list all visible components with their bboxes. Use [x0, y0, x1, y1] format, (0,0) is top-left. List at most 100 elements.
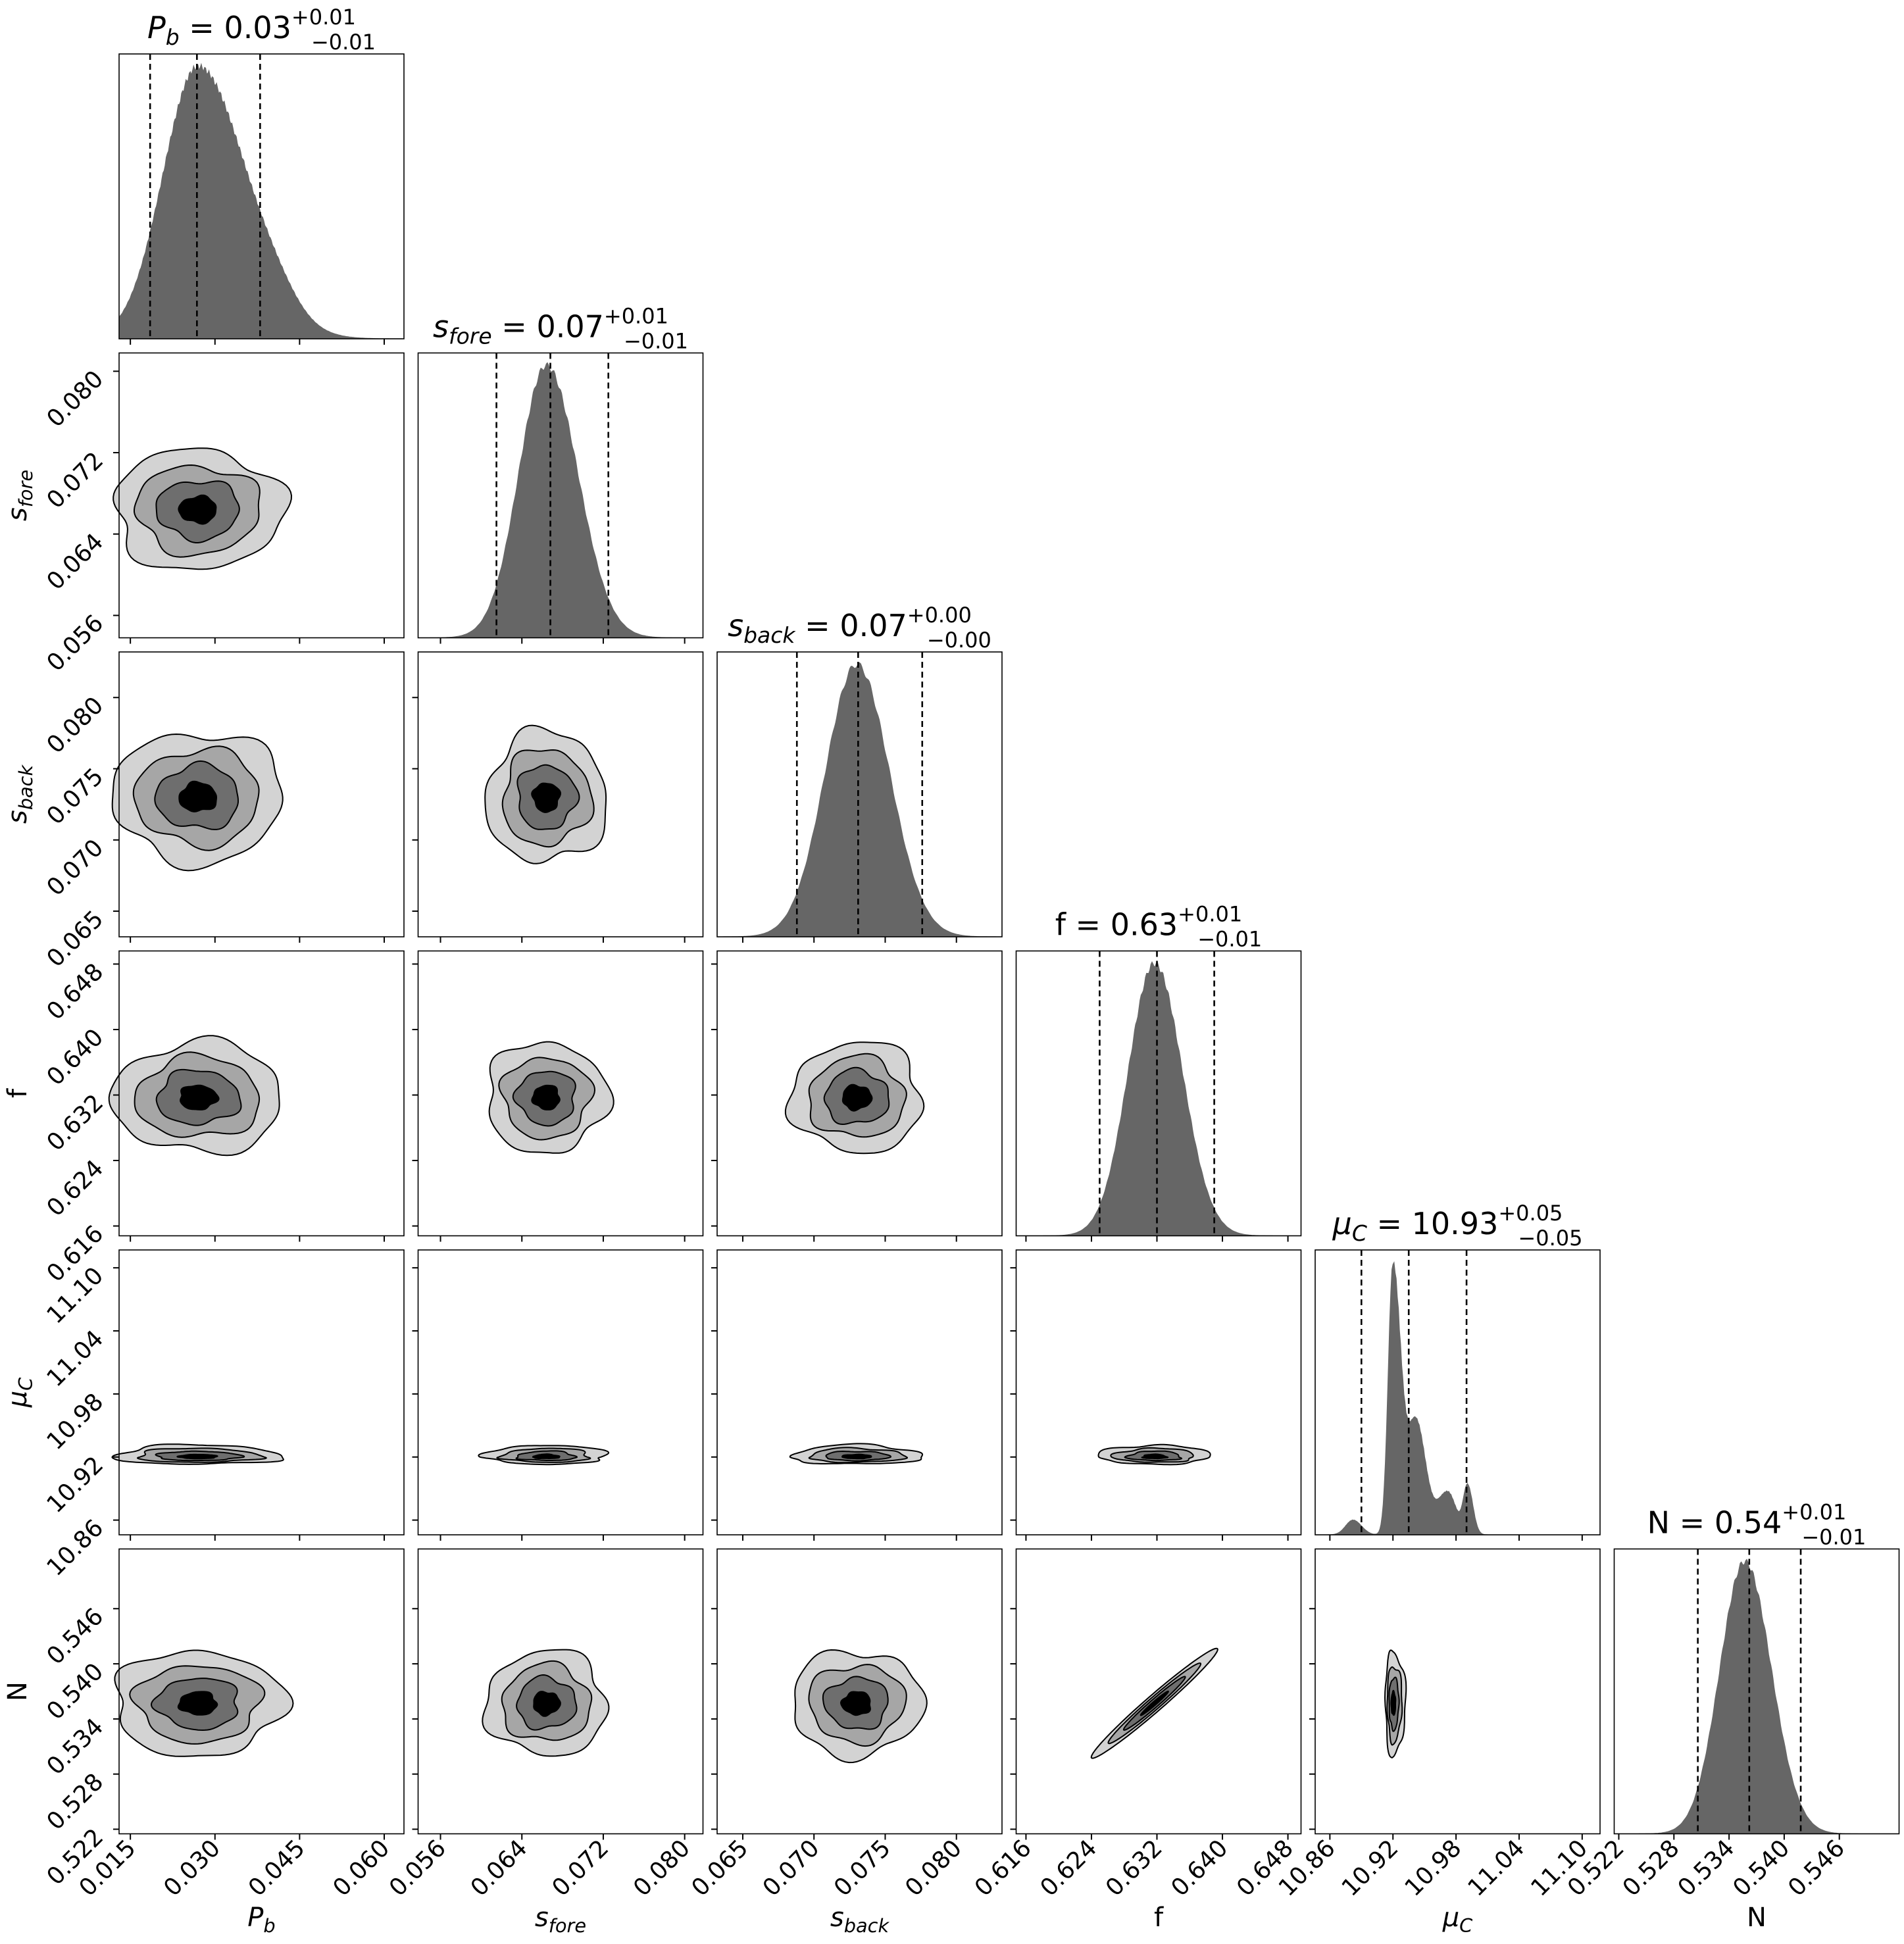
hist-area-sback [717, 662, 1002, 937]
text-part: s [3, 507, 33, 521]
contour-panel-sfore-sback [417, 651, 704, 937]
contour-level-4 [531, 1084, 561, 1110]
x-tick-label: 0.080 [628, 1835, 695, 1902]
contour-panel-sfore-f [417, 950, 704, 1237]
contour-panel-muC-N [1315, 1548, 1601, 1835]
text-part: −0.01 [1801, 1525, 1866, 1550]
contour-level-4 [839, 1691, 871, 1716]
text-part: +0.00 [907, 603, 972, 628]
contour-level-4 [531, 782, 561, 813]
contour-panel-Pb-f [108, 950, 405, 1237]
contour-panel-sfore-N [417, 1548, 704, 1835]
hist-title-N: N = 0.54+0.01 −0.01 [1647, 1500, 1866, 1550]
contour-level-4 [178, 780, 217, 812]
hist-area-N [1614, 1558, 1899, 1834]
text-part: = 10.93 [1367, 1206, 1498, 1241]
x-tick-label: 11.04 [1463, 1835, 1530, 1902]
hist-title-sback: sback = 0.07+0.00 −0.00 [728, 603, 991, 653]
text-part: +0.01 [1178, 902, 1242, 927]
y-tick-label: 10.92 [41, 1451, 109, 1518]
axis-label: Pb [247, 1903, 275, 1937]
text-part: = 0.54 [1670, 1505, 1782, 1541]
text-part: = 0.03 [180, 10, 291, 45]
panel-frame [118, 1249, 405, 1535]
hist-panel-sback: sback = 0.07+0.00 −0.00 [716, 603, 1003, 937]
text-part: +0.01 [1782, 1500, 1846, 1525]
hist-area-muC [1315, 1261, 1600, 1535]
x-tick-label: 0.528 [1618, 1835, 1685, 1902]
x-tick-label: 0.065 [686, 1835, 753, 1902]
axis-label: f [3, 1088, 33, 1098]
y-tick-label: 0.648 [41, 959, 109, 1026]
y-tick-label: 0.534 [41, 1713, 109, 1780]
text-part: back [743, 622, 796, 648]
text-part: C [1459, 1914, 1473, 1937]
contour-level-4 [532, 1453, 561, 1459]
text-part: fore [14, 470, 37, 507]
x-tick-label: 0.546 [1783, 1835, 1850, 1902]
contour-level-4 [533, 1691, 561, 1717]
axis-label: μC [1442, 1903, 1473, 1937]
x-tick-label: 0.060 [328, 1835, 395, 1902]
x-tick-label: 0.534 [1673, 1835, 1740, 1902]
text-part: P [247, 1903, 264, 1933]
y-tick-label: 0.064 [41, 528, 109, 595]
y-tick-label: 0.056 [41, 610, 109, 677]
text-part: −0.01 [311, 30, 376, 55]
panel-frame [716, 1249, 1003, 1535]
text-part: μ [1442, 1903, 1459, 1933]
panel-frame [716, 651, 1003, 937]
x-tick-label: 0.030 [159, 1835, 226, 1902]
contour-panel-Pb-sfore [113, 352, 405, 639]
panel-frame [118, 53, 405, 339]
contour-panel-f-muC [1015, 1249, 1302, 1535]
panel-frame [1315, 1548, 1601, 1835]
contour-level-4 [841, 1453, 872, 1460]
text-part: N [1747, 1903, 1766, 1933]
contour-panel-f-N [1015, 1548, 1302, 1835]
hist-area-Pb [118, 62, 404, 339]
contour-panel-Pb-sback [111, 651, 405, 937]
contour-level-4 [176, 1453, 218, 1460]
axis-label: sback [830, 1903, 890, 1937]
text-part: = 0.63 [1066, 907, 1178, 943]
text-part: P [147, 10, 166, 45]
y-tick-label: 10.86 [41, 1514, 109, 1582]
x-tick-label: 0.072 [547, 1835, 614, 1902]
x-tick-label: 0.045 [243, 1835, 311, 1902]
panel-frame [1015, 1249, 1302, 1535]
panel-frame [417, 651, 704, 937]
text-part: f [1055, 907, 1067, 943]
panel-frame [1015, 950, 1302, 1237]
contour-panel-Pb-N [114, 1548, 405, 1835]
text-part: f [3, 1088, 33, 1098]
contour-level-4 [1140, 1690, 1169, 1716]
y-tick-label: 0.070 [41, 834, 109, 901]
panel-frame [118, 950, 405, 1237]
contour-panel-sback-muC [716, 1249, 1003, 1535]
contour-level-4 [177, 1691, 218, 1716]
hist-title-Pb: Pb = 0.03+0.01 −0.01 [147, 5, 376, 55]
y-tick-label: 0.624 [41, 1155, 109, 1222]
y-tick-label: 11.04 [41, 1325, 109, 1392]
text-part: −0.01 [1197, 927, 1262, 952]
hist-panel-N: N = 0.54+0.01 −0.01 [1613, 1500, 1900, 1835]
hist-panel-sfore: sfore = 0.07+0.01 −0.01 [417, 304, 704, 639]
y-tick-label: 0.075 [41, 763, 109, 830]
x-tick-label: 0.640 [1166, 1835, 1234, 1902]
x-tick-label: 0.632 [1101, 1835, 1168, 1902]
x-tick-label: 0.070 [758, 1835, 825, 1902]
contour-level-4 [841, 1084, 873, 1112]
x-tick-label: 0.064 [466, 1835, 533, 1902]
text-part: μ [3, 1391, 33, 1408]
text-part: f [1154, 1903, 1164, 1933]
x-tick-label: 0.056 [384, 1835, 451, 1902]
text-part: = 0.07 [492, 309, 604, 345]
panel-frame [1315, 1249, 1601, 1535]
contour-panel-sfore-muC [417, 1249, 704, 1535]
axis-label: μC [3, 1377, 37, 1408]
